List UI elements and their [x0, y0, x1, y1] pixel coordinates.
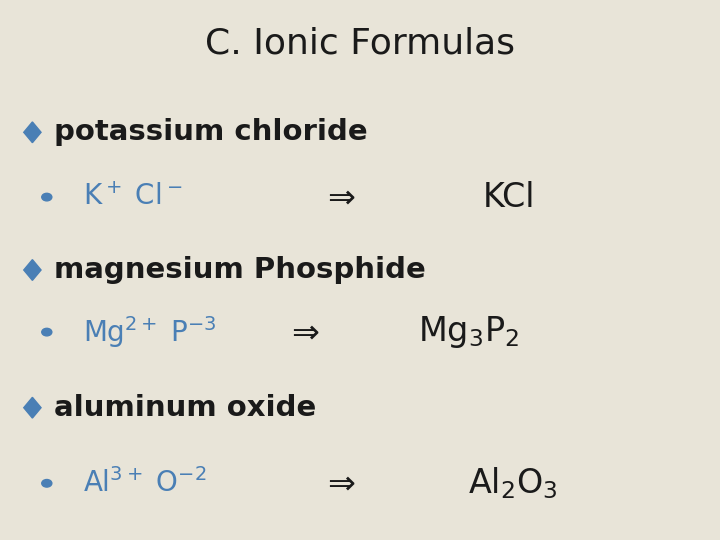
- Text: C. Ionic Formulas: C. Ionic Formulas: [205, 27, 515, 61]
- Circle shape: [42, 328, 52, 336]
- Text: aluminum oxide: aluminum oxide: [54, 394, 316, 422]
- Polygon shape: [24, 397, 41, 418]
- Text: Mg$_3$P$_2$: Mg$_3$P$_2$: [418, 314, 519, 350]
- Circle shape: [42, 480, 52, 487]
- Text: $\Rightarrow$: $\Rightarrow$: [285, 315, 320, 349]
- Text: KCl: KCl: [482, 180, 535, 214]
- Text: Al$^{3+}$ O$^{-2}$: Al$^{3+}$ O$^{-2}$: [83, 468, 207, 498]
- Text: Mg$^{2+}$ P$^{-3}$: Mg$^{2+}$ P$^{-3}$: [83, 314, 217, 350]
- Text: Al$_2$O$_3$: Al$_2$O$_3$: [468, 465, 558, 501]
- Polygon shape: [24, 122, 41, 143]
- Text: $\Rightarrow$: $\Rightarrow$: [321, 467, 356, 500]
- Circle shape: [42, 193, 52, 201]
- Text: magnesium Phosphide: magnesium Phosphide: [54, 256, 426, 284]
- Text: $\Rightarrow$: $\Rightarrow$: [321, 180, 356, 214]
- Polygon shape: [24, 260, 41, 280]
- Text: potassium chloride: potassium chloride: [54, 118, 368, 146]
- Text: K$^+$ Cl$^-$: K$^+$ Cl$^-$: [83, 183, 182, 211]
